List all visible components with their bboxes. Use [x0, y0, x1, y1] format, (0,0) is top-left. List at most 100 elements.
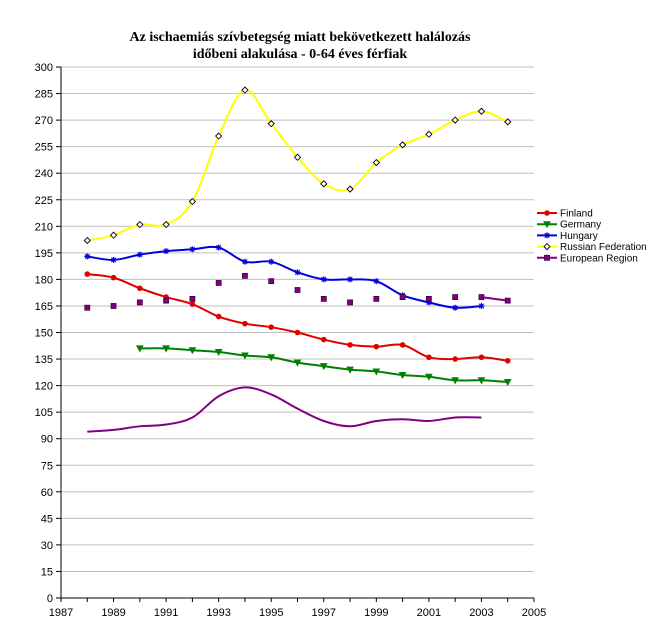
data-point: [451, 377, 460, 385]
data-point: [189, 295, 196, 302]
data-point: [84, 271, 91, 277]
data-point: [214, 348, 223, 357]
x-axis-ticks: 1987 1989 1991 1993 1995 1997 1999 2001 2003 2005: [49, 598, 546, 619]
data-point: [477, 377, 486, 385]
y-tick-label: 240: [35, 168, 53, 180]
data-point: [110, 256, 117, 263]
data-point: [188, 347, 197, 355]
data-point: [504, 358, 511, 364]
data-point: [477, 107, 486, 115]
data-point: [373, 343, 380, 350]
x-tick-label: 1999: [364, 607, 388, 619]
legend-label: Germany: [560, 220, 601, 231]
data-point: [425, 373, 433, 381]
data-point: [504, 118, 512, 126]
legend-entry: Finland: [537, 209, 593, 220]
data-point: [543, 221, 551, 229]
legend-label: Hungary: [560, 231, 598, 242]
data-point: [347, 299, 353, 306]
data-point: [425, 295, 432, 302]
x-tick-label: 1995: [259, 607, 283, 619]
data-point: [136, 299, 143, 306]
y-tick-label: 45: [41, 513, 53, 525]
data-point: [320, 276, 327, 283]
data-point: [215, 132, 223, 140]
y-tick-label: 0: [47, 593, 53, 605]
data-point: [294, 269, 301, 276]
y-tick-label: 165: [35, 301, 53, 313]
data-point: [319, 363, 328, 371]
y-tick-label: 150: [35, 328, 53, 340]
series-germany: [135, 345, 512, 387]
data-point: [293, 359, 302, 367]
data-point: [188, 197, 197, 206]
data-point: [267, 354, 276, 362]
data-point: [241, 86, 249, 94]
data-point: [452, 294, 459, 301]
data-point: [544, 210, 550, 216]
x-tick-label: 1997: [312, 607, 336, 619]
y-tick-label: 300: [35, 62, 53, 74]
data-point: [83, 236, 91, 245]
data-point: [544, 254, 550, 261]
data-point: [346, 185, 354, 193]
legend-entry: European Region: [537, 253, 638, 264]
data-point: [109, 231, 118, 239]
data-point: [163, 248, 170, 255]
data-point: [426, 354, 432, 361]
data-point: [137, 285, 143, 292]
data-point: [242, 320, 248, 327]
x-tick-label: 2005: [522, 607, 546, 619]
legend-entry: Hungary: [537, 231, 598, 242]
y-tick-label: 270: [35, 115, 53, 127]
y-axis-ticks: 0 15 30 45 60 75 90 105 120 135 150 165 180 195 210 225…: [35, 62, 61, 605]
data-point: [478, 354, 485, 361]
data-point: [294, 329, 301, 336]
data-point: [399, 294, 406, 301]
data-point: [399, 342, 406, 348]
data-point: [215, 313, 222, 320]
data-point: [320, 295, 327, 302]
data-point: [241, 258, 248, 265]
data-point: [294, 287, 301, 293]
data-point: [372, 368, 381, 376]
data-point: [346, 366, 354, 374]
data-point: [136, 220, 144, 229]
data-point: [503, 379, 512, 387]
data-point: [268, 324, 275, 330]
series-european-region: [84, 272, 511, 433]
series-russian-federation: [83, 86, 512, 245]
y-tick-label: 210: [35, 221, 53, 233]
data-point: [242, 272, 248, 279]
x-tick-label: 2001: [417, 607, 441, 619]
data-point: [452, 304, 459, 311]
data-point: [189, 246, 196, 253]
data-point: [373, 278, 380, 285]
x-tick-label: 2003: [469, 607, 493, 619]
y-tick-label: 105: [35, 407, 53, 419]
data-point: [372, 158, 380, 167]
legend-label: European Region: [560, 253, 638, 264]
data-point: [478, 302, 485, 309]
data-point: [84, 304, 91, 311]
y-tick-label: 120: [35, 381, 53, 393]
y-tick-label: 15: [41, 566, 53, 578]
series-line: [87, 386, 482, 433]
series-hungary: [84, 244, 485, 311]
data-point: [136, 251, 143, 258]
data-point: [504, 297, 511, 304]
chart-title: Az ischaemiás szívbetegség miatt bekövet…: [130, 30, 472, 45]
y-tick-label: 285: [35, 89, 53, 101]
legend-label: Russian Federation: [560, 242, 647, 253]
data-point: [320, 336, 327, 343]
plot-area: [83, 86, 512, 433]
data-point: [268, 258, 275, 265]
y-gridlines: [61, 66, 534, 599]
y-tick-label: 180: [35, 274, 53, 286]
y-tick-label: 60: [41, 487, 53, 499]
data-point: [543, 242, 551, 251]
legend-entry: Germany: [537, 220, 601, 231]
x-tick-label: 1989: [101, 607, 125, 619]
